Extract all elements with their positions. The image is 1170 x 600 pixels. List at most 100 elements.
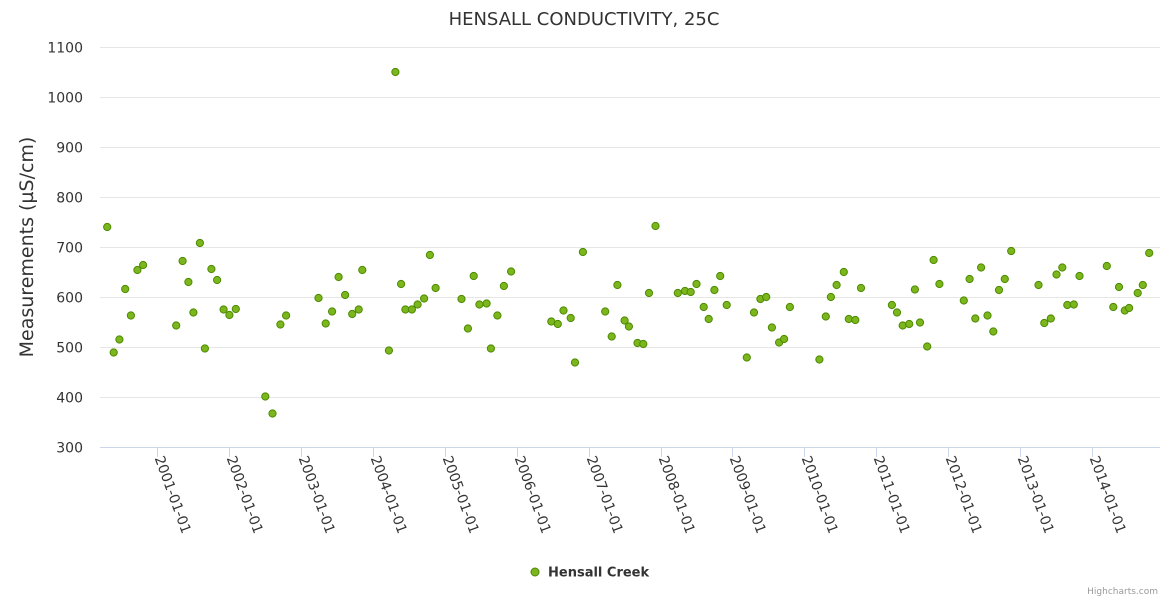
data-point[interactable] [225,310,234,320]
data-point[interactable] [929,255,938,265]
data-point[interactable] [767,323,777,332]
data-point[interactable] [1109,302,1118,312]
data-point[interactable] [887,300,897,310]
data-point[interactable] [420,294,429,303]
data-point[interactable] [1102,261,1111,271]
data-point[interactable] [710,285,719,295]
data-point[interactable] [994,285,1004,295]
legend-label[interactable]: Hensall Creek [548,566,649,581]
data-point[interactable] [207,264,216,274]
data-point[interactable] [475,300,484,309]
data-point[interactable] [314,293,323,303]
data-point[interactable] [200,344,209,353]
data-point[interactable] [109,348,118,357]
data-point[interactable] [384,346,393,355]
data-point[interactable] [1069,300,1078,309]
data-points[interactable] [103,67,1154,418]
data-point[interactable] [673,288,682,298]
data-point[interactable] [620,316,629,325]
data-point[interactable] [915,318,925,327]
data-point[interactable] [178,256,187,266]
data-point[interactable] [1145,248,1154,258]
data-point[interactable] [971,314,980,323]
data-point[interactable] [341,290,350,300]
data-point[interactable] [219,305,228,314]
data-point[interactable] [334,272,343,282]
data-point[interactable] [716,271,725,281]
data-point[interactable] [651,221,660,231]
data-point[interactable] [1040,318,1049,328]
data-point[interactable] [348,309,357,319]
data-point[interactable] [407,305,416,314]
data-point[interactable] [749,308,759,317]
data-point[interactable] [1138,280,1147,290]
data-point[interactable] [231,304,240,314]
data-point[interactable] [686,287,695,297]
data-point[interactable] [328,307,337,316]
data-point[interactable] [1052,270,1061,279]
data-point[interactable] [413,300,422,309]
data-point[interactable] [566,313,575,323]
data-point[interactable] [815,355,824,364]
data-point[interactable] [898,321,907,330]
data-point[interactable] [578,247,588,257]
data-point[interactable] [785,302,795,312]
data-point[interactable] [391,67,400,77]
data-point[interactable] [139,260,148,270]
data-point[interactable] [856,283,866,293]
data-point[interactable] [499,281,508,291]
data-point[interactable] [482,299,491,308]
data-point[interactable] [261,392,270,401]
data-point[interactable] [559,306,568,315]
legend-marker[interactable] [530,567,540,577]
data-point[interactable] [463,324,472,333]
data-point[interactable] [644,288,654,298]
data-point[interactable] [1125,303,1134,313]
data-point[interactable] [832,280,841,290]
data-point[interactable] [358,265,367,275]
data-point[interactable] [507,267,516,276]
data-point[interactable] [1058,263,1067,272]
data-point[interactable] [268,409,277,418]
data-point[interactable] [103,222,112,232]
data-point[interactable] [983,311,992,320]
credits-link[interactable]: Highcharts.com [1087,587,1158,597]
data-point[interactable] [851,315,860,325]
data-point[interactable] [126,311,135,320]
data-point[interactable] [839,267,848,277]
data-point[interactable] [762,292,771,302]
data-point[interactable] [624,322,634,331]
data-point[interactable] [115,335,124,344]
data-point[interactable] [959,296,968,305]
data-point[interactable] [923,342,932,351]
data-point[interactable] [607,332,616,341]
data-point[interactable] [213,275,222,285]
data-point[interactable] [121,284,130,294]
data-point[interactable] [826,292,836,302]
data-point[interactable] [613,280,622,290]
data-point[interactable] [1034,280,1043,290]
data-point[interactable] [704,314,713,324]
data-point[interactable] [601,307,610,316]
data-point[interactable] [1000,274,1009,284]
data-point[interactable] [282,311,291,320]
data-point[interactable] [910,285,920,294]
data-point[interactable] [965,274,974,284]
data-point[interactable] [821,312,830,321]
data-point[interactable] [1007,246,1016,256]
data-point[interactable] [195,238,204,248]
data-point[interactable] [844,314,853,324]
data-point[interactable] [397,279,406,289]
legend[interactable]: Hensall Creek [530,566,649,581]
data-point[interactable] [184,277,193,287]
data-point[interactable] [133,265,142,275]
data-point[interactable] [457,294,466,304]
data-point[interactable] [989,327,998,336]
data-point[interactable] [570,358,580,367]
data-point[interactable] [321,319,330,328]
data-point[interactable] [189,308,198,317]
data-point[interactable] [639,339,648,349]
data-point[interactable] [431,283,440,293]
data-point[interactable] [892,308,902,317]
data-point[interactable] [780,334,789,344]
